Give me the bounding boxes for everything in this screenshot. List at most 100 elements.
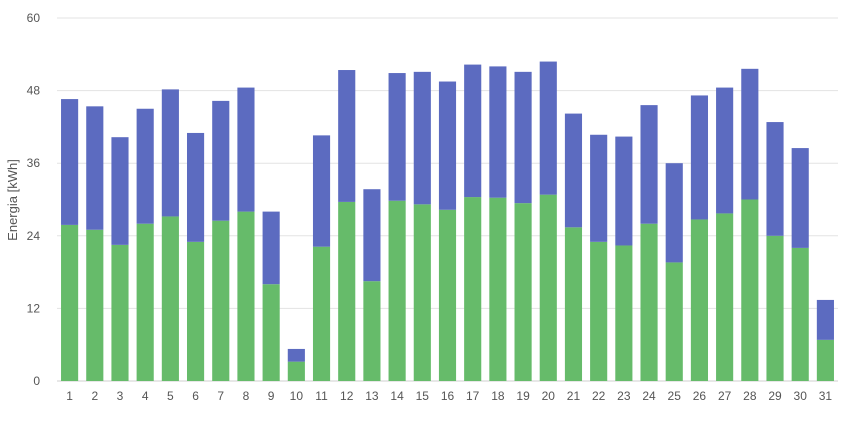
bar-segment-series1-day-11: [312, 246, 331, 381]
bar-segment-series1-day-25: [665, 262, 683, 381]
bar-segment-series2-day-4: [136, 108, 154, 224]
x-tick-label: 2: [91, 389, 98, 403]
bar-segment-series2-day-31: [816, 299, 834, 340]
x-tick-label: 17: [466, 389, 480, 403]
bar-segment-series1-day-21: [564, 227, 583, 381]
bar-segment-series1-day-16: [438, 209, 457, 381]
y-tick-label: 12: [27, 301, 41, 315]
bar-segment-series1-day-2: [86, 229, 104, 381]
x-axis-ticks: 1 2 3 4 5 6 7 8 9 10 11 12 13 14 15 16 17 18 19 20 21 22 23 24 2…: [66, 389, 832, 403]
bar-segment-series2-day-14: [388, 73, 406, 201]
x-tick-label: 20: [542, 389, 556, 403]
bar-segment-series1-day-24: [640, 223, 658, 381]
bar-segment-series1-day-12: [338, 201, 356, 381]
x-tick-label: 12: [340, 389, 354, 403]
x-tick-label: 19: [516, 389, 530, 403]
bar-segment-series1-day-22: [590, 241, 608, 381]
x-tick-label: 18: [491, 389, 505, 403]
bar-segment-series1-day-6: [186, 241, 205, 381]
bar-segment-series1-day-3: [111, 244, 129, 381]
bar-segment-series1-day-8: [237, 211, 255, 381]
y-tick-label: 60: [27, 11, 41, 25]
bar-segment-series2-day-28: [741, 68, 759, 200]
bar-segment-series2-day-10: [287, 348, 305, 362]
bar-segment-series2-day-27: [716, 87, 734, 214]
bar-segment-series2-day-23: [615, 136, 633, 246]
bar-segment-series1-day-15: [413, 204, 431, 381]
y-tick-label: 48: [27, 84, 41, 98]
bar-segment-series1-day-14: [388, 200, 406, 381]
x-tick-label: 13: [365, 389, 379, 403]
bar-segment-series2-day-7: [212, 100, 230, 221]
x-tick-label: 21: [567, 389, 581, 403]
x-tick-label: 15: [416, 389, 430, 403]
x-tick-label: 7: [217, 389, 224, 403]
x-tick-label: 5: [167, 389, 174, 403]
bar-segment-series1-day-10: [287, 361, 305, 381]
bar-segment-series2-day-22: [590, 134, 608, 242]
x-tick-label: 16: [441, 389, 455, 403]
bars: [61, 61, 834, 381]
bar-segment-series1-day-18: [489, 197, 507, 381]
y-tick-label: 24: [27, 229, 41, 243]
bar-segment-series2-day-18: [489, 66, 507, 198]
x-tick-label: 26: [693, 389, 707, 403]
bar-segment-series2-day-16: [438, 81, 457, 210]
bar-segment-series2-day-12: [338, 70, 356, 202]
bar-segment-series1-day-5: [161, 216, 179, 381]
bar-segment-series2-day-5: [161, 89, 179, 217]
x-tick-label: 1: [66, 389, 73, 403]
x-tick-label: 14: [390, 389, 404, 403]
x-tick-label: 9: [268, 389, 275, 403]
bar-segment-series2-day-6: [186, 132, 205, 242]
x-tick-label: 4: [142, 389, 149, 403]
bar-segment-series1-day-31: [816, 339, 834, 381]
bar-segment-series1-day-20: [539, 194, 557, 381]
bar-segment-series1-day-26: [690, 219, 709, 381]
bar-segment-series1-day-23: [615, 245, 633, 381]
x-tick-label: 3: [117, 389, 124, 403]
bar-segment-series1-day-27: [716, 213, 734, 381]
x-tick-label: 24: [642, 389, 656, 403]
bar-segment-series2-day-26: [690, 95, 709, 220]
x-tick-label: 10: [290, 389, 304, 403]
bar-segment-series2-day-21: [564, 113, 583, 228]
x-tick-label: 28: [743, 389, 757, 403]
bar-segment-series1-day-9: [262, 284, 280, 381]
x-tick-label: 8: [243, 389, 250, 403]
x-tick-label: 27: [718, 389, 732, 403]
bar-segment-series1-day-30: [791, 247, 809, 381]
bar-segment-series2-day-30: [791, 148, 809, 248]
x-tick-label: 29: [768, 389, 782, 403]
bar-segment-series2-day-17: [464, 64, 482, 198]
bar-segment-series1-day-7: [212, 220, 230, 381]
x-tick-label: 25: [668, 389, 682, 403]
x-tick-label: 31: [819, 389, 833, 403]
bar-segment-series2-day-29: [766, 122, 784, 236]
bar-segment-series2-day-9: [262, 211, 280, 285]
bar-segment-series1-day-17: [464, 197, 482, 381]
x-tick-label: 23: [617, 389, 631, 403]
bar-segment-series2-day-24: [640, 105, 658, 224]
x-tick-label: 30: [794, 389, 808, 403]
y-axis-label: Energia [kWh]: [5, 159, 20, 241]
bar-segment-series2-day-3: [111, 137, 129, 245]
bar-segment-series2-day-25: [665, 163, 683, 263]
bar-segment-series2-day-11: [312, 135, 331, 247]
bar-segment-series1-day-13: [363, 281, 381, 381]
bar-segment-series2-day-13: [363, 189, 381, 282]
bar-segment-series1-day-1: [61, 224, 79, 381]
bar-segment-series2-day-20: [539, 61, 557, 195]
bar-segment-series1-day-29: [766, 235, 784, 381]
y-tick-label: 36: [27, 156, 41, 170]
x-tick-label: 22: [592, 389, 606, 403]
bar-segment-series2-day-2: [86, 106, 104, 230]
x-tick-label: 11: [315, 389, 328, 403]
bar-segment-series2-day-8: [237, 87, 255, 212]
bar-segment-series2-day-19: [514, 71, 532, 204]
bar-segment-series1-day-4: [136, 223, 154, 381]
bar-segment-series1-day-19: [514, 203, 532, 381]
bar-segment-series2-day-1: [61, 99, 79, 225]
